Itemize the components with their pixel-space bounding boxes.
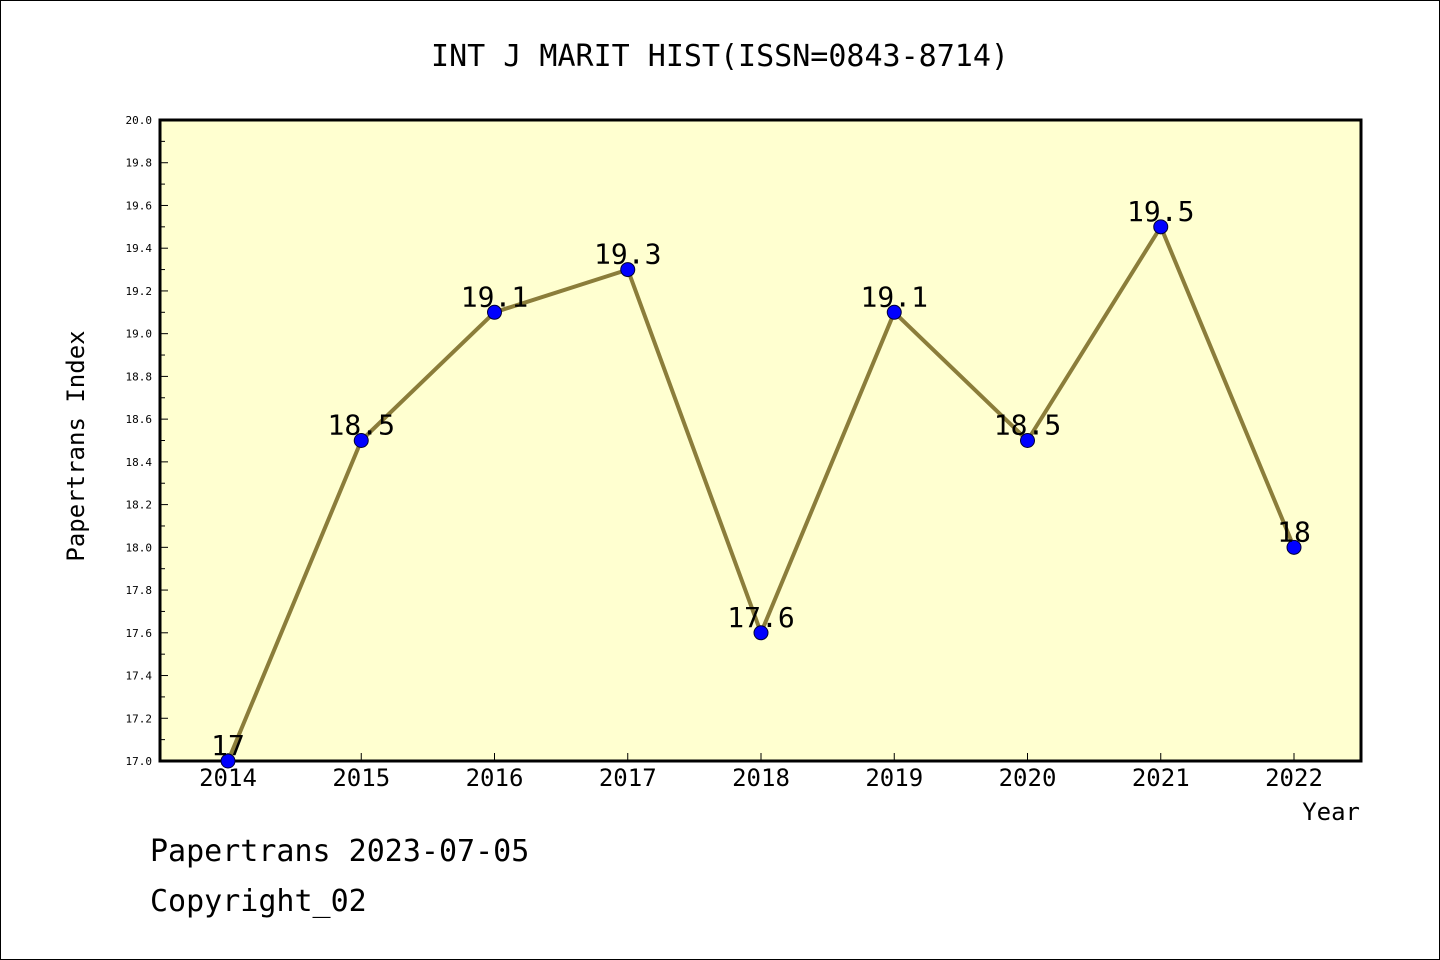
data-point xyxy=(753,625,769,641)
x-tick-label: 2019 xyxy=(865,764,923,792)
y-tick-label: 19.0 xyxy=(126,328,153,341)
footer-date-text: Papertrans 2023-07-05 xyxy=(150,834,530,869)
x-tick-label: 2014 xyxy=(199,764,257,792)
data-label: 17.6 xyxy=(727,601,794,634)
data-label: 19.1 xyxy=(461,280,528,313)
x-tick-label: 2020 xyxy=(999,764,1057,792)
data-point xyxy=(620,262,636,278)
data-label: 18.5 xyxy=(328,409,395,442)
x-tick-label: 2015 xyxy=(332,764,390,792)
x-axis-title: Year xyxy=(1302,798,1360,826)
y-tick-label: 18.2 xyxy=(126,499,153,512)
y-axis-title: Papertrans Index xyxy=(62,330,90,561)
footer-copyright-text: Copyright_02 xyxy=(150,884,367,919)
data-label: 19.1 xyxy=(861,280,928,313)
chart-title: INT J MARIT HIST(ISSN=0843-8714) xyxy=(431,39,1009,74)
data-label: 18.5 xyxy=(994,409,1061,442)
data-label: 18 xyxy=(1277,515,1311,548)
y-tick-label: 19.2 xyxy=(126,285,153,298)
data-point xyxy=(1286,539,1302,555)
data-point xyxy=(220,753,236,769)
x-tick-label: 2021 xyxy=(1132,764,1190,792)
y-axis: 17.0 17.2 17.4 17.6 17.8 18.0 18.2 18.4 18.6 18.8… xyxy=(126,114,168,768)
y-tick-label: 18.0 xyxy=(126,541,153,554)
data-label: 19.3 xyxy=(594,238,661,271)
x-tick-label: 2017 xyxy=(599,764,657,792)
data-point xyxy=(1153,219,1169,235)
y-tick-label: 17.4 xyxy=(126,670,153,683)
y-tick-label: 19.6 xyxy=(126,199,153,212)
data-label-layer: 17 18.5 19.1 19.3 17.6 19.1 18.5 19.5 18 xyxy=(211,195,1311,762)
y-tick-label: 20.0 xyxy=(126,114,153,127)
y-tick-label: 17.2 xyxy=(126,712,153,725)
data-point xyxy=(1020,433,1035,448)
data-point xyxy=(487,304,502,320)
x-tick-label: 2018 xyxy=(732,764,790,792)
y-tick-label: 18.8 xyxy=(126,370,153,383)
y-tick-label: 18.6 xyxy=(126,413,153,426)
y-tick-label: 17.0 xyxy=(126,755,153,768)
x-axis: 2014 2015 2016 2017 2018 2019 2020 2021 2022 xyxy=(199,753,1323,792)
y-tick-label: 19.4 xyxy=(126,242,153,255)
y-tick-label: 18.4 xyxy=(126,456,153,469)
y-tick-label: 17.8 xyxy=(126,584,153,597)
data-point xyxy=(886,304,902,320)
data-label: 19.5 xyxy=(1127,195,1194,228)
x-tick-label: 2016 xyxy=(466,764,524,792)
y-tick-label: 19.8 xyxy=(126,157,153,170)
y-tick-label: 17.6 xyxy=(126,627,153,640)
x-tick-label: 2022 xyxy=(1265,764,1323,792)
data-label: 17 xyxy=(211,729,245,762)
series-layer xyxy=(220,219,1302,769)
data-point xyxy=(353,433,369,448)
